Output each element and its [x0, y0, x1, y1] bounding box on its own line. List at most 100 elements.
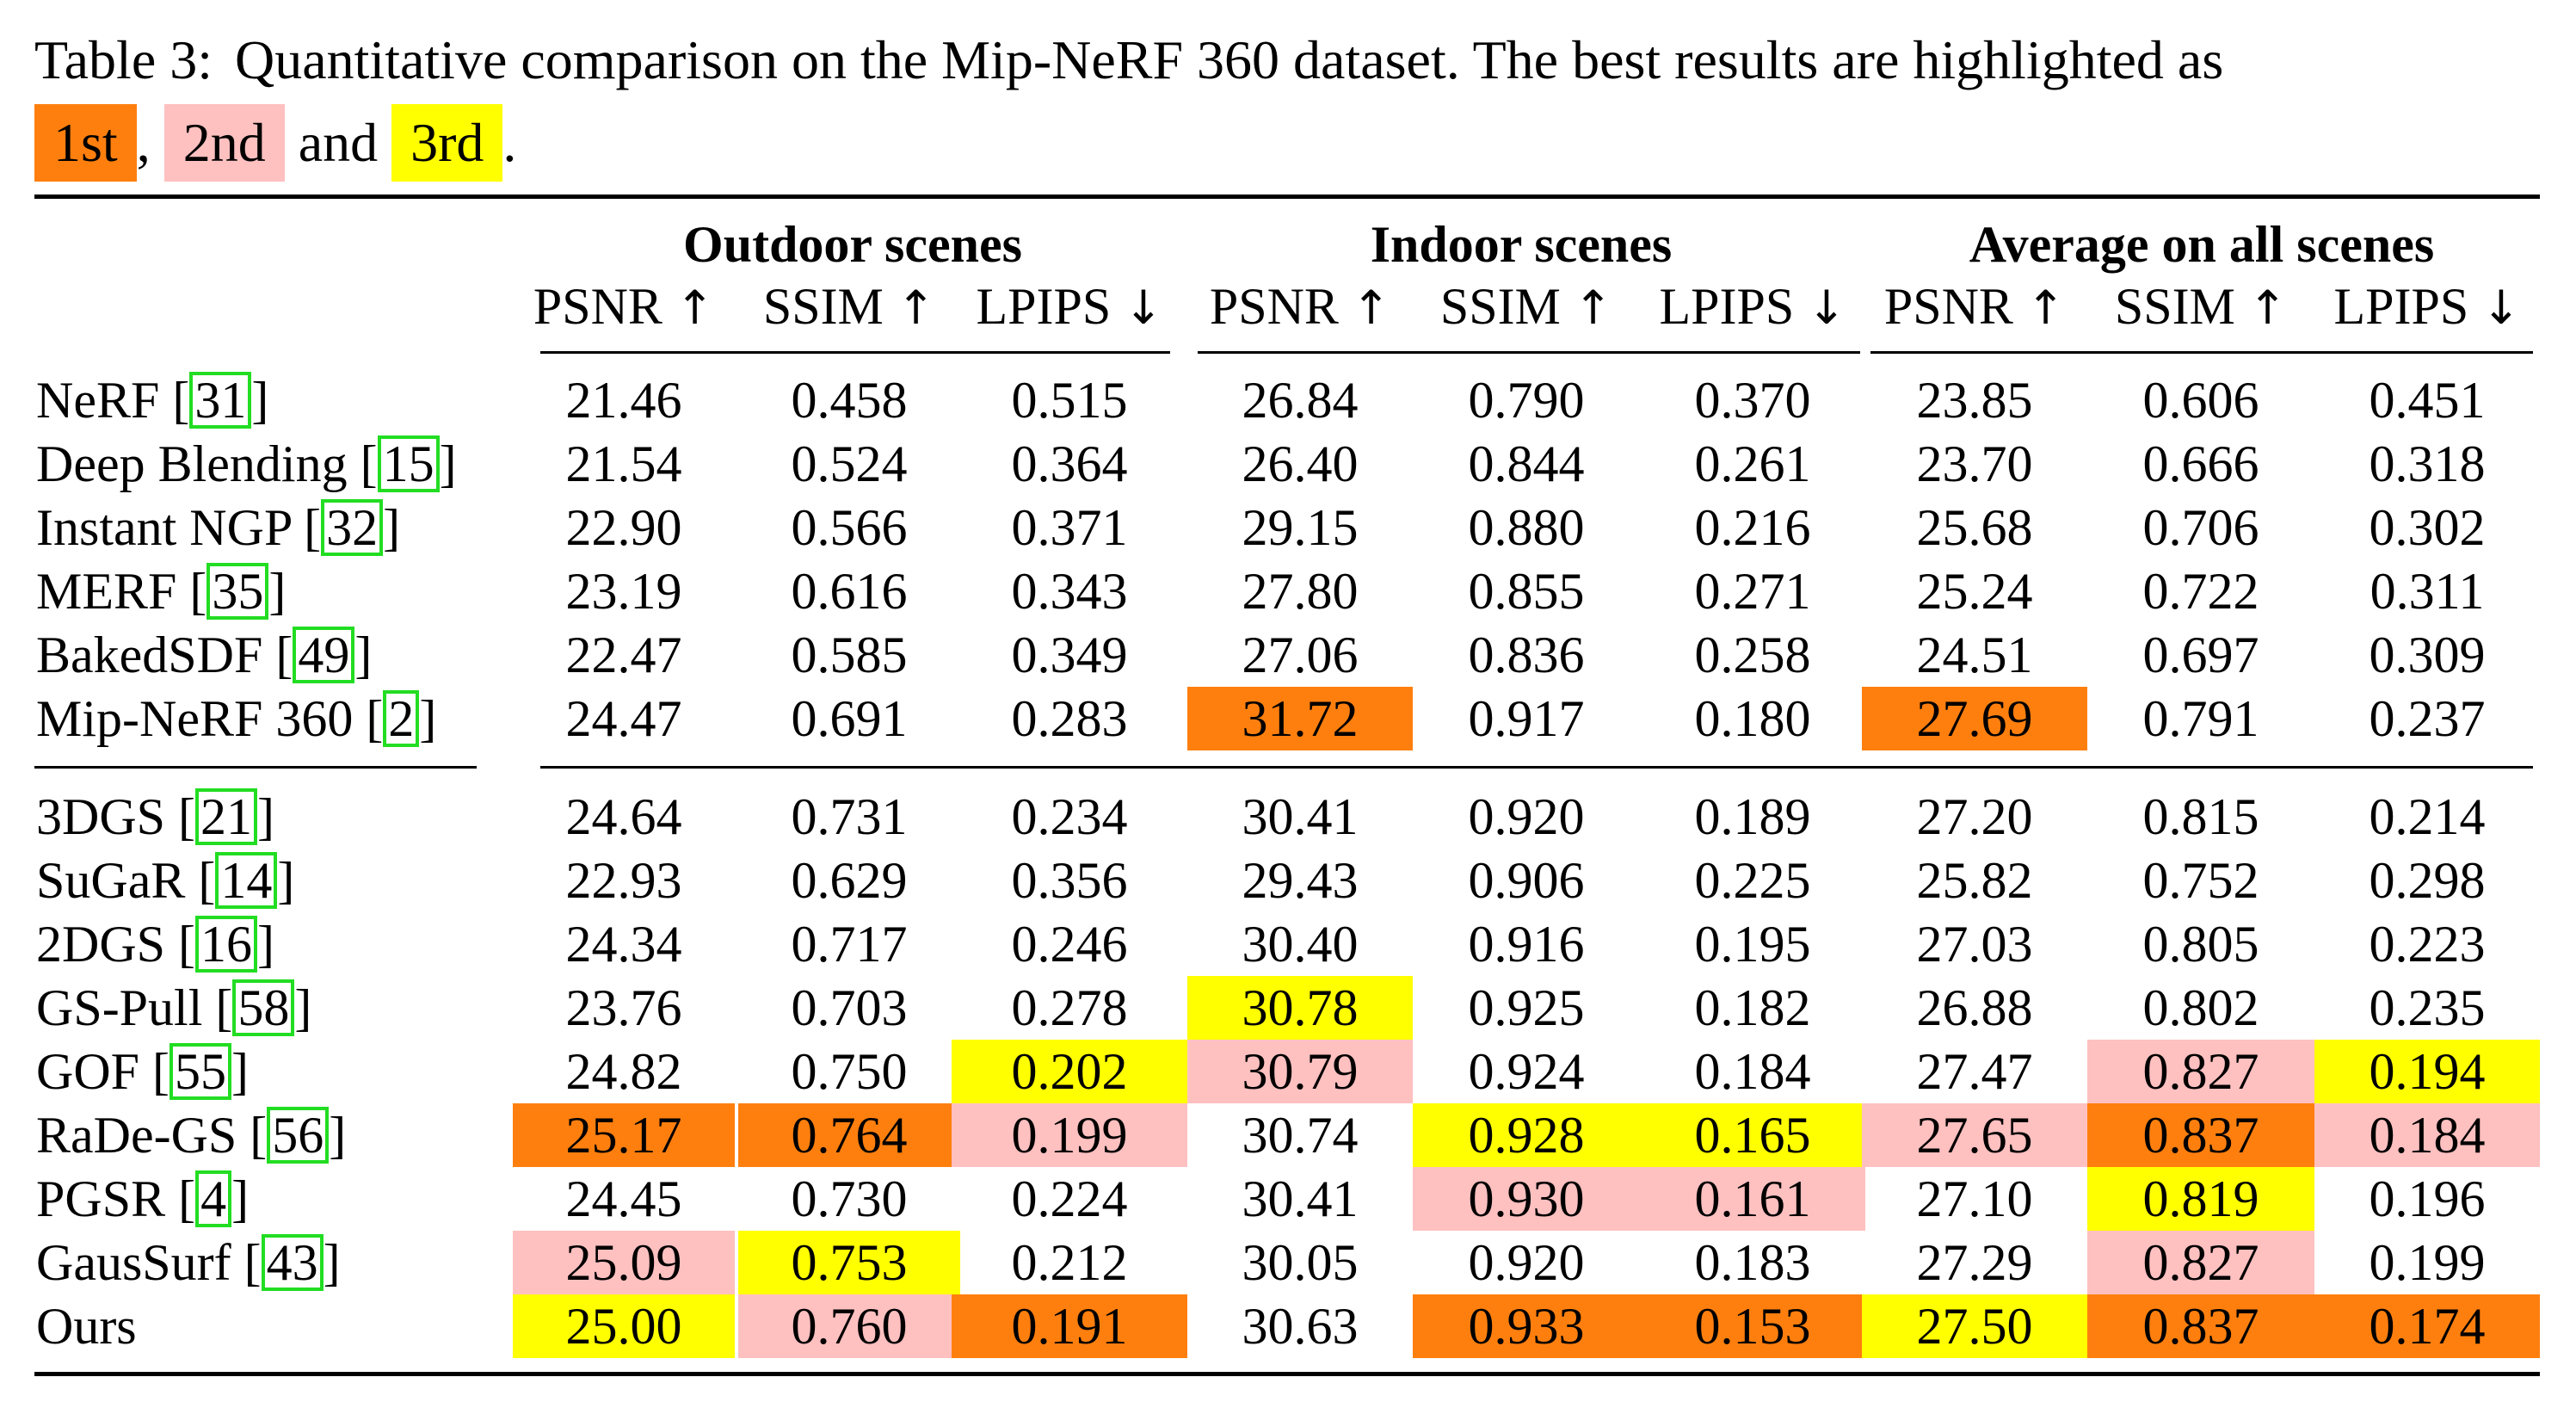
- citation-link[interactable]: 14: [215, 852, 278, 909]
- group-rule-indoor: [1198, 351, 1860, 354]
- citation-link[interactable]: 32: [321, 499, 384, 556]
- citation-link[interactable]: 16: [195, 916, 258, 973]
- table-cell: 0.258: [1694, 627, 1811, 683]
- citation-link[interactable]: 15: [377, 435, 440, 492]
- table-cell: 0.261: [1694, 435, 1811, 492]
- table-caption: Table 3: Quantitative comparison on the M…: [34, 19, 2555, 184]
- legend-second: 2nd: [163, 104, 285, 182]
- table-cell: 30.74: [1242, 1107, 1359, 1164]
- table-cell: 0.235: [2369, 979, 2486, 1036]
- table-cell: 0.364: [1011, 435, 1128, 492]
- table-cell: 0.202: [952, 1040, 1187, 1103]
- table-cell: 24.45: [565, 1170, 682, 1227]
- metric-name: SSIM: [762, 278, 897, 335]
- method-label: 2DGS: [36, 916, 166, 973]
- group-indoor: Indoor scenes: [1370, 216, 1673, 273]
- table-cell: 0.629: [791, 852, 908, 909]
- table-cell: 0.237: [2369, 690, 2486, 747]
- group-average: Average on all scenes: [1969, 216, 2435, 273]
- table-cell: 0.855: [1468, 563, 1585, 620]
- table-cell: 0.191: [952, 1294, 1187, 1358]
- method-name: PGSR [4]: [36, 1170, 250, 1227]
- metric-name: SSIM: [2114, 278, 2248, 335]
- citation-link[interactable]: 35: [206, 563, 269, 620]
- citation-link[interactable]: 2: [383, 690, 420, 747]
- metric-name: PSNR: [1883, 278, 2026, 335]
- table-cell: 27.06: [1242, 627, 1359, 683]
- table-cell: 0.524: [791, 435, 908, 492]
- metric-name: LPIPS: [2333, 278, 2482, 335]
- citation-link[interactable]: 49: [293, 627, 355, 683]
- table-cell: 0.343: [1011, 563, 1128, 620]
- method-label: GausSurf: [36, 1234, 231, 1291]
- citation-link[interactable]: 56: [267, 1107, 330, 1164]
- arrow-up-icon: ↑: [2025, 281, 2066, 335]
- metric-header-ssim: SSIM ↑: [738, 275, 960, 339]
- table-cell: 0.790: [1468, 372, 1585, 429]
- table-cell: 0.271: [1694, 563, 1811, 620]
- table-cell: 22.47: [565, 627, 682, 683]
- group-rule-outdoor: [540, 351, 1170, 354]
- citation-link[interactable]: 4: [195, 1170, 232, 1227]
- table-cell: 27.29: [1916, 1234, 2033, 1291]
- method-label: NeRF: [36, 372, 160, 429]
- method-name: GOF [55]: [36, 1043, 249, 1100]
- table-cell: 22.90: [565, 499, 682, 556]
- table-cell: 0.752: [2142, 852, 2259, 909]
- caption-text: Quantitative comparison on the Mip-NeRF …: [235, 29, 2224, 90]
- table-cell: 0.370: [1694, 372, 1811, 429]
- table-cell: 0.234: [1011, 788, 1128, 845]
- metric-name: PSNR: [533, 278, 675, 335]
- citation-link[interactable]: 58: [232, 979, 295, 1036]
- metric-header-lpips: LPIPS ↓: [2314, 275, 2540, 339]
- metric-header-ssim: SSIM ↑: [1413, 275, 1640, 339]
- table-cell: 0.184: [2314, 1103, 2540, 1167]
- table-cell: 21.54: [565, 435, 682, 492]
- caption-end: .: [502, 112, 517, 173]
- table-cell: 30.05: [1242, 1234, 1359, 1291]
- citation-link[interactable]: 21: [195, 788, 258, 845]
- table-cell: 0.717: [791, 916, 908, 973]
- table-cell: 0.180: [1694, 690, 1811, 747]
- method-label: BakedSDF: [36, 627, 263, 683]
- table-cell: 0.311: [2370, 563, 2485, 620]
- table-cell: 0.194: [2314, 1040, 2540, 1103]
- arrow-up-icon: ↑: [1573, 281, 1613, 335]
- bottom-rule: [34, 1372, 2540, 1376]
- legend-first: 1st: [34, 104, 137, 182]
- method-label: SuGaR: [36, 852, 186, 909]
- table-cell: 0.183: [1694, 1234, 1811, 1291]
- caption-label: Table 3:: [34, 29, 213, 90]
- table-cell: 0.153: [1640, 1294, 1865, 1358]
- table-cell: 0.764: [738, 1103, 960, 1167]
- table-cell: 0.906: [1468, 852, 1585, 909]
- table-cell: 0.214: [2369, 788, 2486, 845]
- table-cell: 23.70: [1916, 435, 2033, 492]
- method-name: NeRF [31]: [36, 372, 269, 429]
- table-cell: 0.815: [2142, 788, 2259, 845]
- metric-header-lpips: LPIPS ↓: [1640, 275, 1865, 339]
- method-label: 3DGS: [36, 788, 166, 845]
- method-label: PGSR: [36, 1170, 166, 1227]
- table-cell: 0.298: [2369, 852, 2486, 909]
- table-cell: 0.924: [1468, 1043, 1585, 1100]
- table-cell: 0.606: [2142, 372, 2259, 429]
- group-rule-average: [1870, 351, 2533, 354]
- table-cell: 0.216: [1694, 499, 1811, 556]
- table-cell: 27.80: [1242, 563, 1359, 620]
- citation-link[interactable]: 31: [189, 372, 252, 429]
- table-cell: 0.199: [2369, 1234, 2486, 1291]
- table-cell: 0.458: [791, 372, 908, 429]
- table-cell: 0.451: [2369, 372, 2486, 429]
- table-cell: 0.165: [1640, 1103, 1865, 1167]
- arrow-up-icon: ↑: [2247, 281, 2288, 335]
- table-cell: 0.246: [1011, 916, 1128, 973]
- table-cell: 0.928: [1413, 1103, 1640, 1167]
- method-name: Ours: [36, 1294, 137, 1358]
- table-cell: 0.223: [2369, 916, 2486, 973]
- metric-header-psnr: PSNR ↑: [1187, 275, 1413, 339]
- table-cell: 0.616: [791, 563, 908, 620]
- citation-link[interactable]: 43: [261, 1234, 324, 1291]
- arrow-down-icon: ↓: [1124, 281, 1163, 335]
- citation-link[interactable]: 55: [169, 1043, 232, 1100]
